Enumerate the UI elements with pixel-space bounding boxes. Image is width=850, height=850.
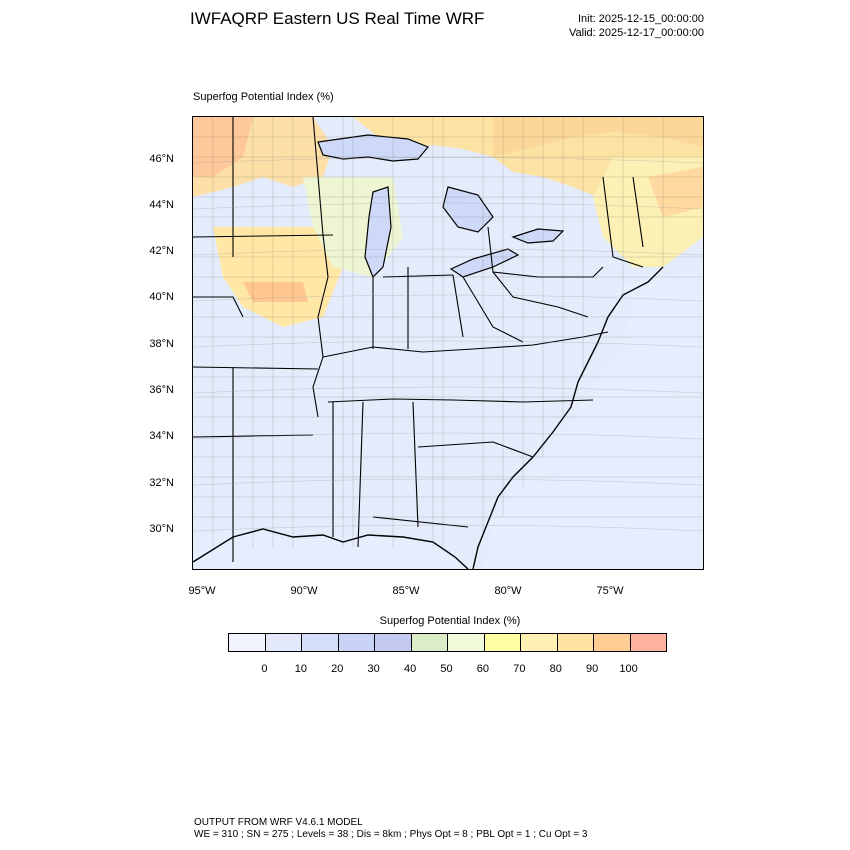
colorbar-box — [521, 634, 558, 651]
iowa-hot-region — [243, 282, 308, 302]
lake-ontario — [511, 228, 565, 244]
lat-label: 46°N — [149, 153, 174, 165]
lat-label: 38°N — [149, 338, 174, 350]
model-info-line1: OUTPUT FROM WRF V4.6.1 MODEL — [194, 817, 363, 828]
colorbar-box — [338, 634, 375, 651]
colorbar — [228, 633, 667, 652]
graticule — [193, 157, 703, 532]
lat-label: 30°N — [149, 523, 174, 535]
init-time: Init: 2025-12-15_00:00:00 — [578, 13, 704, 25]
maine-region — [648, 167, 703, 217]
lat-label: 32°N — [149, 477, 174, 489]
colorbar-tick-label: 90 — [586, 663, 599, 675]
colorbar-tick-label: 100 — [619, 663, 638, 675]
lon-label: 85°W — [392, 585, 420, 597]
lat-label: 34°N — [149, 430, 174, 442]
lat-label: 44°N — [149, 199, 174, 211]
colorbar-box — [594, 634, 631, 651]
map-panel — [192, 116, 704, 570]
colorbar-tick-label: 20 — [331, 663, 344, 675]
colorbar-box — [630, 634, 666, 651]
colorbar-box — [265, 634, 302, 651]
colorbar-box — [448, 634, 485, 651]
colorbar-box — [375, 634, 412, 651]
lat-label: 42°N — [149, 245, 174, 257]
lat-label: 40°N — [149, 291, 174, 303]
colorbar-tick-label: 10 — [294, 663, 307, 675]
model-info-line2: WE = 310 ; SN = 275 ; Levels = 38 ; Dis … — [194, 829, 588, 840]
colorbar-tick-label: 60 — [476, 663, 490, 675]
lon-label: 90°W — [290, 585, 318, 597]
colorbar-tick-label: 30 — [367, 663, 380, 675]
colorbar-box — [557, 634, 594, 651]
county-grid — [193, 117, 703, 547]
colorbar-tick-label: 70 — [513, 663, 526, 675]
colorbar-tick-label: 0 — [261, 663, 268, 675]
colorbar-tick-label: 40 — [403, 663, 417, 675]
lon-label: 80°W — [494, 585, 522, 597]
colorbar-tick-label: 80 — [549, 663, 562, 675]
gulf-of-mexico — [193, 527, 463, 569]
atlantic-ocean — [483, 267, 703, 569]
lon-label: 75°W — [596, 585, 624, 597]
canada-north-region — [493, 117, 703, 157]
colorbar-tick-label: 50 — [440, 663, 453, 675]
colorbar-box — [411, 634, 448, 651]
lon-label: 95°W — [188, 585, 216, 597]
lake-michigan — [364, 186, 392, 279]
page-title: IWFAQRP Eastern US Real Time WRF — [190, 9, 485, 28]
colorbar-box — [484, 634, 521, 651]
colorbar-title: Superfog Potential Index (%) — [379, 615, 521, 627]
lat-label: 36°N — [149, 384, 174, 396]
east-coastline — [472, 266, 664, 569]
valid-time: Valid: 2025-12-17_00:00:00 — [569, 27, 704, 39]
minnesota-hot-region — [193, 117, 253, 177]
map-field-label: Superfog Potential Index (%) — [193, 91, 334, 103]
colorbar-box — [229, 634, 266, 651]
colorbar-box — [302, 634, 339, 651]
map-graphic — [193, 117, 703, 569]
